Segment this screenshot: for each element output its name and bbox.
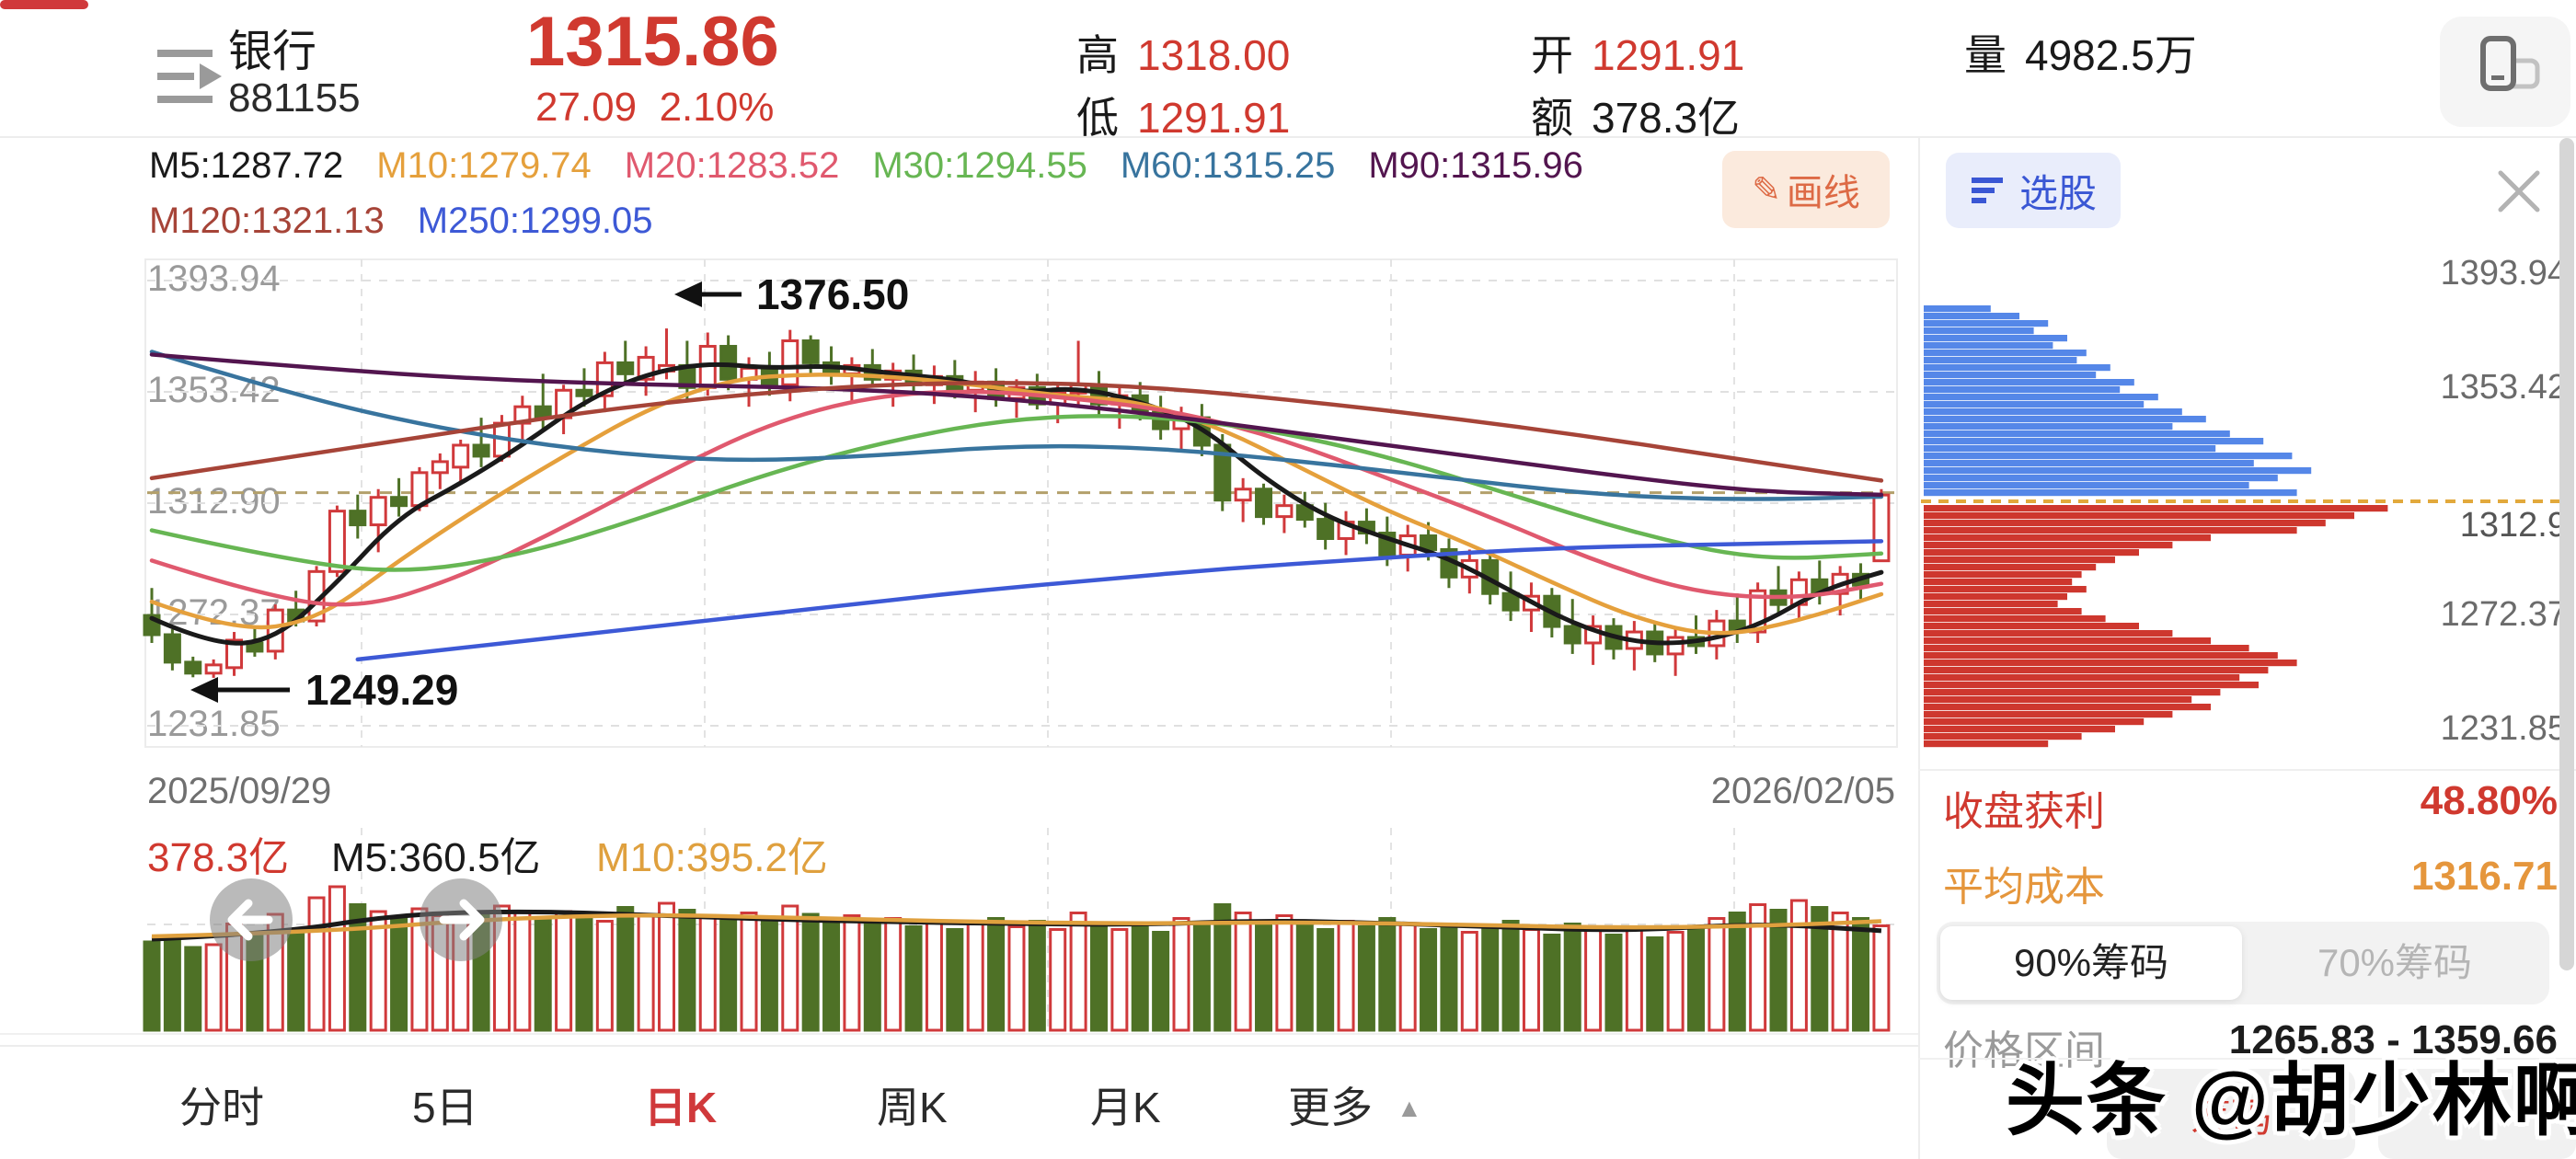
active-tab-underline (0, 0, 88, 9)
closing-profit-label: 收盘获利 (1943, 789, 2105, 834)
y-axis-label: 1393.94 (147, 258, 281, 299)
stat-value: 378.3亿 (1592, 94, 1741, 142)
stat-低: 低 1291.91 (1076, 85, 1290, 145)
stock-select-button[interactable]: 选股 (1946, 153, 2122, 228)
ma-legend-item: M90:1315.96 (1368, 145, 1583, 186)
stat-额: 额 378.3亿 (1531, 85, 1740, 145)
ma-legend-item: M250:1299.05 (417, 201, 653, 241)
stat-label: 额 (1531, 94, 1573, 142)
volume-ma5: M5:360.5亿 (331, 835, 541, 880)
arrow-right-icon (439, 899, 485, 941)
watermark: 头条 @胡少林啊 (2006, 1057, 2576, 1145)
y-axis-label: 1312.90 (147, 480, 281, 522)
stat-label: 高 (1076, 31, 1119, 79)
price-range-value: 1265.83 - 1359.66 (2228, 1017, 2558, 1062)
ma-legend-item: M20:1283.52 (624, 145, 840, 186)
ma-legend-item: M5:1287.72 (149, 145, 344, 186)
tab-分时[interactable]: 分时 (179, 1084, 264, 1131)
closing-profit-value: 48.80% (2420, 778, 2558, 823)
tab-周K[interactable]: 周K (877, 1084, 948, 1131)
chip-axis-label: 1312.9 (2459, 506, 2567, 545)
stock-select-label: 选股 (2019, 171, 2098, 215)
ma-legend-row-2: M120:1321.13 M250:1299.05 (149, 201, 653, 242)
partial-button-1[interactable] (2378, 1069, 2576, 1159)
ma-legend-item: M60:1315.25 (1120, 145, 1336, 186)
chip-axis-label: 1353.42 (2440, 367, 2567, 407)
draw-line-label: 画线 (1786, 173, 1860, 213)
svg-text:1376.50: 1376.50 (756, 270, 909, 318)
filter-lines-icon (1972, 178, 2003, 203)
date-start: 2025/09/29 (147, 771, 332, 811)
volume-current: 378.3亿 (147, 835, 290, 880)
stat-开: 开 1291.91 (1531, 22, 1744, 83)
stock-name: 银行 (228, 28, 317, 76)
chip-tab-70[interactable]: 70%筹码 (2317, 941, 2473, 984)
tab-5日[interactable]: 5日 (412, 1084, 478, 1131)
rotate-phone-icon (2480, 36, 2540, 91)
volume-ma10: M10:395.2亿 (596, 835, 828, 880)
close-icon (2498, 170, 2540, 212)
prev-nav-button[interactable] (210, 878, 293, 961)
price-change: 27.09 2.10% (535, 85, 774, 131)
change-value: 27.09 (535, 85, 638, 130)
chip-tab-90[interactable]: 90%筹码 (1940, 926, 2242, 1000)
tab-月K[interactable]: 月K (1090, 1084, 1161, 1131)
stat-value: 4982.5万 (2025, 31, 2197, 79)
draw-line-button[interactable]: ✎ 画线 (1722, 151, 1890, 228)
ma-legend-item: M120:1321.13 (149, 201, 385, 241)
y-axis-label: 1353.42 (147, 369, 281, 410)
chip-range-tabs: 90%筹码 70%筹码 (1937, 922, 2549, 1004)
chip-axis-label: 1393.94 (2440, 254, 2567, 293)
stock-code: 881155 (228, 75, 361, 120)
current-price: 1315.86 (526, 3, 779, 81)
next-nav-button[interactable] (420, 878, 502, 961)
stat-高: 高 1318.00 (1076, 22, 1290, 83)
rotate-screen-button[interactable] (2440, 17, 2570, 127)
menu-expand-icon[interactable] (150, 35, 233, 118)
tab-更多[interactable]: 更多 ▲ (1288, 1084, 1422, 1131)
stat-label: 开 (1531, 31, 1573, 79)
pencil-icon: ✎ (1752, 170, 1781, 210)
svg-text:1249.29: 1249.29 (305, 666, 458, 714)
ma-legend-item: M10:1279.74 (376, 145, 592, 186)
y-axis-label: 1272.37 (147, 592, 281, 633)
chip-axis-label: 1272.37 (2440, 595, 2567, 635)
caret-up-icon: ▲ (1397, 1094, 1422, 1122)
partial-button-label: 筹码 (2191, 1096, 2271, 1141)
stat-value: 1291.91 (1592, 31, 1745, 79)
stat-value: 1291.91 (1137, 94, 1291, 142)
partial-button-0[interactable]: 筹码 (2107, 1069, 2355, 1159)
change-percent: 2.10% (659, 85, 775, 130)
stat-label: 量 (1964, 31, 2007, 79)
ma-legend-row-1: M5:1287.72 M10:1279.74 M20:1283.52 M30:1294… (149, 145, 1583, 187)
date-end: 2026/02/05 (1710, 771, 1895, 811)
panel-scrollbar[interactable] (2559, 138, 2574, 970)
tab-日K[interactable]: 日K (644, 1084, 718, 1131)
stat-量: 量 4982.5万 (1964, 22, 2197, 83)
y-axis-label: 1231.85 (147, 704, 281, 744)
avg-cost-value: 1316.71 (2410, 854, 2558, 899)
avg-cost-label: 平均成本 (1943, 865, 2105, 910)
close-panel-button[interactable] (2490, 162, 2548, 221)
stat-label: 低 (1076, 94, 1119, 142)
stat-value: 1318.00 (1137, 31, 1291, 79)
chip-axis-label: 1231.85 (2440, 709, 2567, 749)
arrow-left-icon (227, 899, 273, 941)
price-range-label: 价格区间 (1943, 1028, 2105, 1073)
ma-legend-item: M30:1294.55 (872, 145, 1087, 186)
